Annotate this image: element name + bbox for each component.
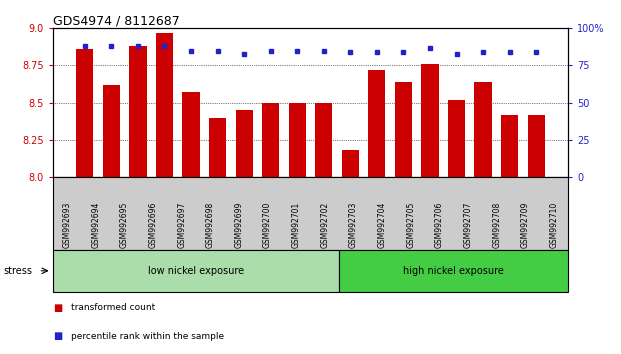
- Bar: [501, 115, 519, 177]
- Bar: [448, 100, 465, 177]
- Bar: [102, 85, 120, 177]
- Bar: [315, 103, 332, 177]
- Text: GSM992697: GSM992697: [177, 201, 186, 248]
- Bar: [129, 46, 147, 177]
- Text: GSM992699: GSM992699: [234, 201, 243, 248]
- Text: stress: stress: [3, 266, 32, 276]
- Text: GSM992701: GSM992701: [292, 201, 301, 248]
- Text: GSM992704: GSM992704: [378, 201, 387, 248]
- Text: GDS4974 / 8112687: GDS4974 / 8112687: [53, 14, 179, 27]
- Text: transformed count: transformed count: [71, 303, 156, 313]
- Text: GSM992709: GSM992709: [521, 201, 530, 248]
- Text: low nickel exposure: low nickel exposure: [148, 266, 244, 276]
- Bar: [76, 49, 94, 177]
- Text: GSM992693: GSM992693: [63, 201, 71, 248]
- Text: percentile rank within the sample: percentile rank within the sample: [71, 332, 225, 341]
- Text: GSM992698: GSM992698: [206, 201, 215, 248]
- Text: GSM992703: GSM992703: [349, 201, 358, 248]
- Bar: [235, 110, 253, 177]
- Text: GSM992707: GSM992707: [463, 201, 473, 248]
- Text: GSM992694: GSM992694: [91, 201, 100, 248]
- Bar: [289, 103, 306, 177]
- Bar: [395, 82, 412, 177]
- Bar: [183, 92, 200, 177]
- Bar: [342, 150, 359, 177]
- Bar: [474, 82, 492, 177]
- Text: GSM992696: GSM992696: [148, 201, 158, 248]
- Text: GSM992700: GSM992700: [263, 201, 272, 248]
- Text: GSM992708: GSM992708: [492, 201, 501, 248]
- Text: ■: ■: [53, 331, 62, 341]
- Bar: [209, 118, 226, 177]
- Bar: [421, 64, 438, 177]
- Bar: [368, 70, 386, 177]
- Text: ■: ■: [53, 303, 62, 313]
- Text: GSM992706: GSM992706: [435, 201, 444, 248]
- Text: GSM992695: GSM992695: [120, 201, 129, 248]
- Text: high nickel exposure: high nickel exposure: [403, 266, 504, 276]
- Bar: [527, 115, 545, 177]
- Text: GSM992702: GSM992702: [320, 201, 329, 248]
- Text: GSM992705: GSM992705: [406, 201, 415, 248]
- Bar: [156, 33, 173, 177]
- Text: GSM992710: GSM992710: [550, 201, 558, 248]
- Bar: [262, 103, 279, 177]
